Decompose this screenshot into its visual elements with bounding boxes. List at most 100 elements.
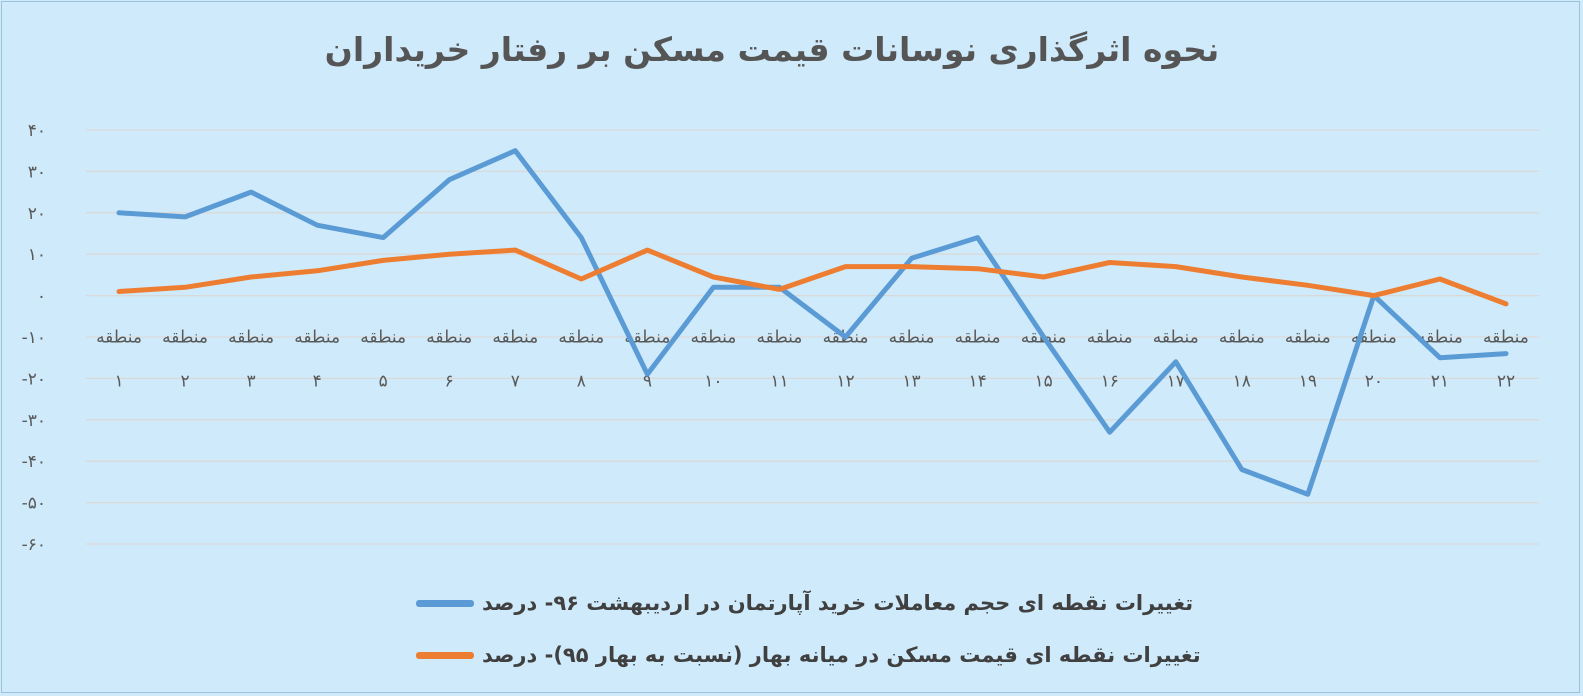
data-point-series-1: [1240, 467, 1244, 471]
x-category-number: ۱: [114, 372, 123, 392]
data-point-series-1: [1504, 352, 1508, 356]
data-point-series-2: [1174, 265, 1178, 269]
data-point-series-2: [315, 269, 319, 273]
x-category-label: منطقه: [1417, 328, 1463, 348]
data-point-series-2: [976, 267, 980, 271]
x-category-label: منطقه: [1219, 328, 1265, 348]
x-category-label: منطقه: [690, 328, 736, 348]
data-point-series-2: [381, 258, 385, 262]
x-category-number: ۲: [180, 372, 189, 392]
data-point-series-2: [910, 265, 914, 269]
data-point-series-2: [1372, 294, 1376, 298]
legend-label-volume: تغییرات نقطه ای حجم معاملات خرید آپارتما…: [482, 591, 1194, 615]
y-tick-label: ۲۰: [28, 204, 46, 224]
x-category-number: ۱۵: [1035, 372, 1053, 392]
data-point-series-1: [1306, 492, 1310, 496]
x-category-number: ۸: [577, 372, 586, 392]
data-point-series-2: [844, 265, 848, 269]
y-tick-label: ۳۰: [28, 162, 46, 182]
x-category-number: ۵: [379, 372, 388, 392]
x-category-number: ۱۴: [968, 372, 986, 392]
data-point-series-1: [381, 236, 385, 240]
x-category-label: منطقه: [1285, 328, 1331, 348]
series-line-1: [116, 148, 1509, 497]
x-category-number: ۱۳: [902, 372, 920, 392]
data-point-series-2: [1240, 275, 1244, 279]
data-point-series-1: [1042, 335, 1046, 339]
x-category-number: ۶: [445, 372, 454, 392]
y-tick-label: -۴۰: [22, 452, 46, 472]
data-point-series-1: [249, 190, 253, 194]
chart-title: نحوه اثرگذاری نوسانات قیمت مسکن بر رفتار…: [324, 30, 1220, 69]
x-category-number: ۱۰: [704, 372, 722, 392]
y-tick-label: -۶۰: [22, 535, 46, 555]
series-line-2: [116, 247, 1509, 307]
y-tick-label: -۲۰: [22, 369, 46, 389]
data-point-series-2: [579, 277, 583, 281]
x-category-label: منطقه: [1483, 328, 1529, 348]
x-category-number: ۱۸: [1233, 372, 1251, 392]
x-category-label: منطقه: [162, 328, 208, 348]
legend-swatch-price: [416, 651, 474, 659]
y-tick-label: ۰: [37, 287, 46, 307]
x-category-number: ۱۱: [770, 372, 788, 392]
x-category-label: منطقه: [228, 328, 274, 348]
data-point-series-1: [844, 335, 848, 339]
x-category-number: ۲۰: [1365, 372, 1383, 392]
data-point-series-1: [1174, 360, 1178, 364]
data-point-series-2: [513, 248, 517, 252]
data-point-series-2: [447, 252, 451, 256]
x-category-label: منطقه: [757, 328, 803, 348]
data-point-series-1: [1438, 356, 1442, 360]
x-category-number: ۲۱: [1431, 372, 1449, 392]
x-category-number: ۴: [313, 372, 322, 392]
data-point-series-2: [1306, 283, 1310, 287]
data-point-series-1: [513, 149, 517, 153]
legend-swatch-volume: [416, 599, 474, 607]
x-category-number: ۷: [511, 372, 520, 392]
legend-item-volume: تغییرات نقطه ای حجم معاملات خرید آپارتما…: [416, 591, 1193, 615]
x-category-label: منطقه: [492, 328, 538, 348]
y-tick-label: ۱۰: [28, 245, 46, 265]
data-point-series-1: [579, 236, 583, 240]
y-tick-label: -۳۰: [22, 411, 46, 431]
x-category-label: منطقه: [1153, 328, 1199, 348]
legend-item-price: تغییرات نقطه ای قیمت مسکن در میانه بهار …: [416, 643, 1201, 667]
x-category-number: ۱۷: [1167, 372, 1185, 392]
x-category-number: ۹: [643, 372, 652, 392]
data-point-series-2: [1438, 277, 1442, 281]
x-category-label: منطقه: [889, 328, 935, 348]
data-point-series-2: [645, 248, 649, 252]
data-point-series-2: [249, 275, 253, 279]
x-category-label: منطقه: [96, 328, 142, 348]
data-point-series-1: [711, 285, 715, 289]
data-point-series-1: [910, 256, 914, 260]
data-point-series-2: [1108, 260, 1112, 264]
x-category-number: ۱۶: [1101, 372, 1119, 392]
x-category-number: ۳: [247, 372, 256, 392]
data-point-series-1: [183, 215, 187, 219]
data-point-series-2: [777, 287, 781, 291]
data-point-series-1: [315, 223, 319, 227]
data-point-series-1: [447, 178, 451, 182]
data-point-series-2: [117, 289, 121, 293]
data-point-series-2: [1504, 302, 1508, 306]
x-category-label: منطقه: [426, 328, 472, 348]
data-point-series-1: [976, 236, 980, 240]
y-tick-label: -۱۰: [22, 328, 46, 348]
data-point-series-2: [1042, 275, 1046, 279]
x-category-number: ۱۹: [1299, 372, 1317, 392]
y-tick-label: ۴۰: [28, 121, 46, 141]
legend-label-price: تغییرات نقطه ای قیمت مسکن در میانه بهار …: [482, 643, 1201, 667]
data-point-series-2: [711, 275, 715, 279]
data-point-series-1: [645, 372, 649, 376]
x-category-number: ۲۲: [1497, 372, 1515, 392]
x-category-label: منطقه: [360, 328, 406, 348]
x-category-label: منطقه: [1087, 328, 1133, 348]
data-point-series-1: [1108, 430, 1112, 434]
y-tick-label: -۵۰: [22, 494, 46, 514]
x-category-label: منطقه: [294, 328, 340, 348]
data-point-series-1: [117, 211, 121, 215]
